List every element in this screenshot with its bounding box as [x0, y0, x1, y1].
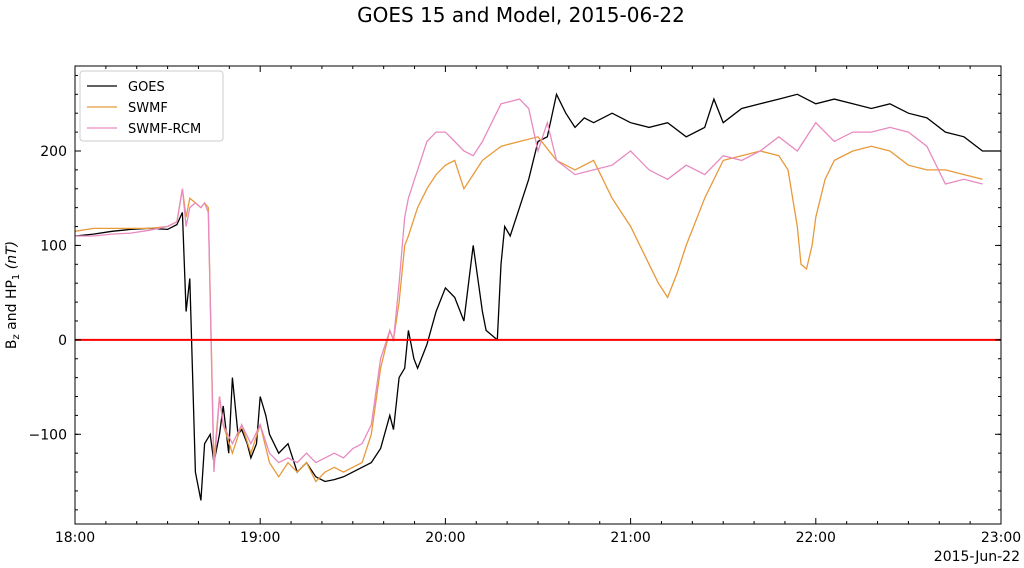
plot-area	[74, 92, 1001, 501]
x-tick-label: 21:00	[610, 530, 650, 546]
x-tick-label: 18:00	[55, 530, 95, 546]
y-tick-label: −100	[29, 427, 67, 443]
series-line-swmf	[74, 136, 983, 483]
y-label-main: B	[4, 340, 20, 350]
y-label-mid: and HP	[4, 280, 20, 334]
x-date-label: 2015-Jun-22	[934, 549, 1020, 565]
x-tick-label: 23:00	[981, 530, 1021, 546]
y-label-sub2: 1	[11, 274, 22, 280]
legend-box	[79, 70, 224, 142]
y-tick-label: 200	[40, 144, 67, 160]
axis-ticks: 18:00 19:00 20:00 21:00 22:00 23:00 −100 0 100 20…	[29, 66, 1021, 546]
x-tick-label: 20:00	[425, 530, 465, 546]
legend: GOES SWMF SWMF-RCM	[79, 70, 224, 142]
legend-label-goes: GOES	[128, 80, 165, 95]
series-line-goes	[74, 92, 1001, 501]
legend-label-swmf: SWMF	[128, 101, 168, 116]
x-tick-label: 22:00	[796, 530, 836, 546]
y-label-unit: (nT)	[4, 241, 20, 274]
y-tick-label: 0	[58, 333, 67, 349]
y-tick-label: 100	[40, 238, 67, 254]
legend-label-swmf-rcm: SWMF-RCM	[128, 122, 201, 137]
y-label-sub1: z	[11, 334, 22, 339]
x-tick-label: 19:00	[240, 530, 280, 546]
chart-title: GOES 15 and Model, 2015-06-22	[357, 3, 685, 27]
y-axis-label: Bz and HP1 (nT)	[4, 241, 22, 349]
series-line-swmf-rcm	[75, 98, 983, 473]
